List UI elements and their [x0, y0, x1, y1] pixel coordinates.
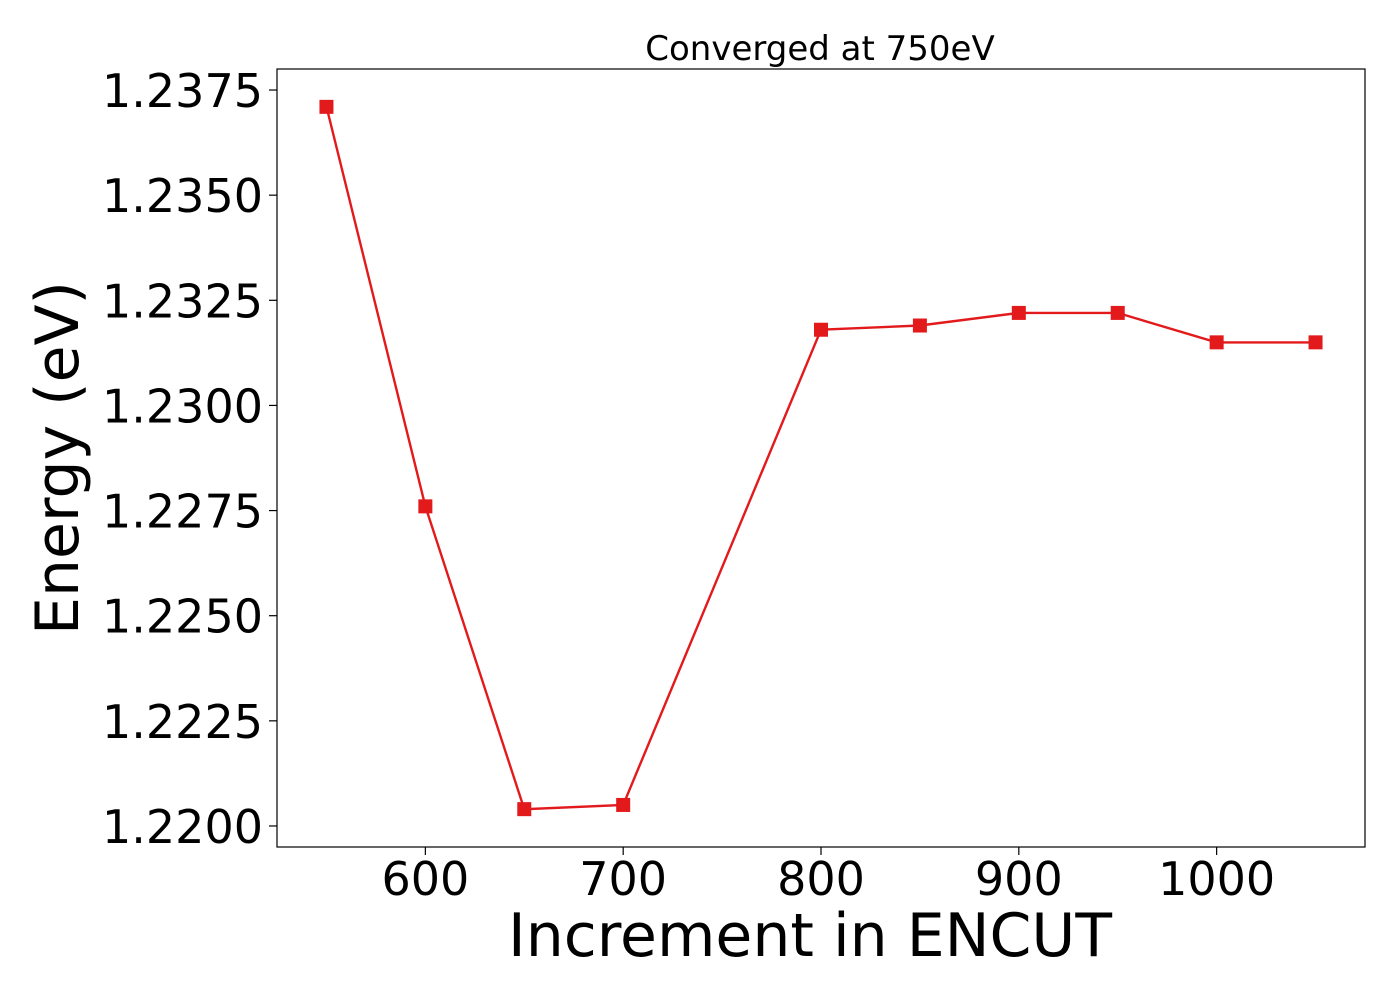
- series-layer: [319, 99, 1323, 817]
- x-tick-label: 600: [381, 852, 469, 906]
- data-point-marker: [912, 318, 927, 333]
- plot-area-frame: [276, 68, 1366, 848]
- x-tick-label: 900: [975, 852, 1063, 906]
- y-tick-label: 1.2300: [102, 379, 263, 433]
- data-point-marker: [814, 322, 828, 337]
- x-axis-label: Increment in ENCUT: [508, 901, 1112, 971]
- series-line: [325, 106, 1316, 811]
- x-tick-label: 800: [777, 852, 865, 906]
- data-point-marker: [1308, 335, 1323, 350]
- x-tick-label: 700: [579, 852, 667, 906]
- y-tick-label: 1.2375: [102, 64, 263, 118]
- y-tick-label: 1.2275: [102, 485, 263, 539]
- data-point-marker: [1110, 305, 1125, 320]
- data-point-marker: [616, 797, 631, 812]
- data-point-marker: [319, 99, 334, 114]
- y-tick-label: 1.2325: [102, 274, 263, 328]
- y-axis-label: Energy (eV): [23, 281, 93, 635]
- data-point-marker: [517, 802, 532, 817]
- y-tick-label: 1.2350: [102, 169, 263, 223]
- x-axis-ticks: 600 700 800 900 1000: [381, 847, 1275, 906]
- y-axis-ticks: 1.2200 1.2225 1.2250 1.2275 1.2300 1.2325 1.23…: [102, 64, 277, 854]
- y-tick-label: 1.2250: [102, 590, 263, 644]
- data-point-marker: [418, 499, 433, 514]
- data-point-marker: [1011, 305, 1026, 320]
- data-point-marker: [1209, 335, 1224, 350]
- x-tick-label: 1000: [1158, 852, 1275, 906]
- y-tick-label: 1.2200: [102, 800, 263, 854]
- chart-title: Converged at 750eV: [645, 29, 994, 69]
- y-tick-label: 1.2225: [102, 695, 263, 749]
